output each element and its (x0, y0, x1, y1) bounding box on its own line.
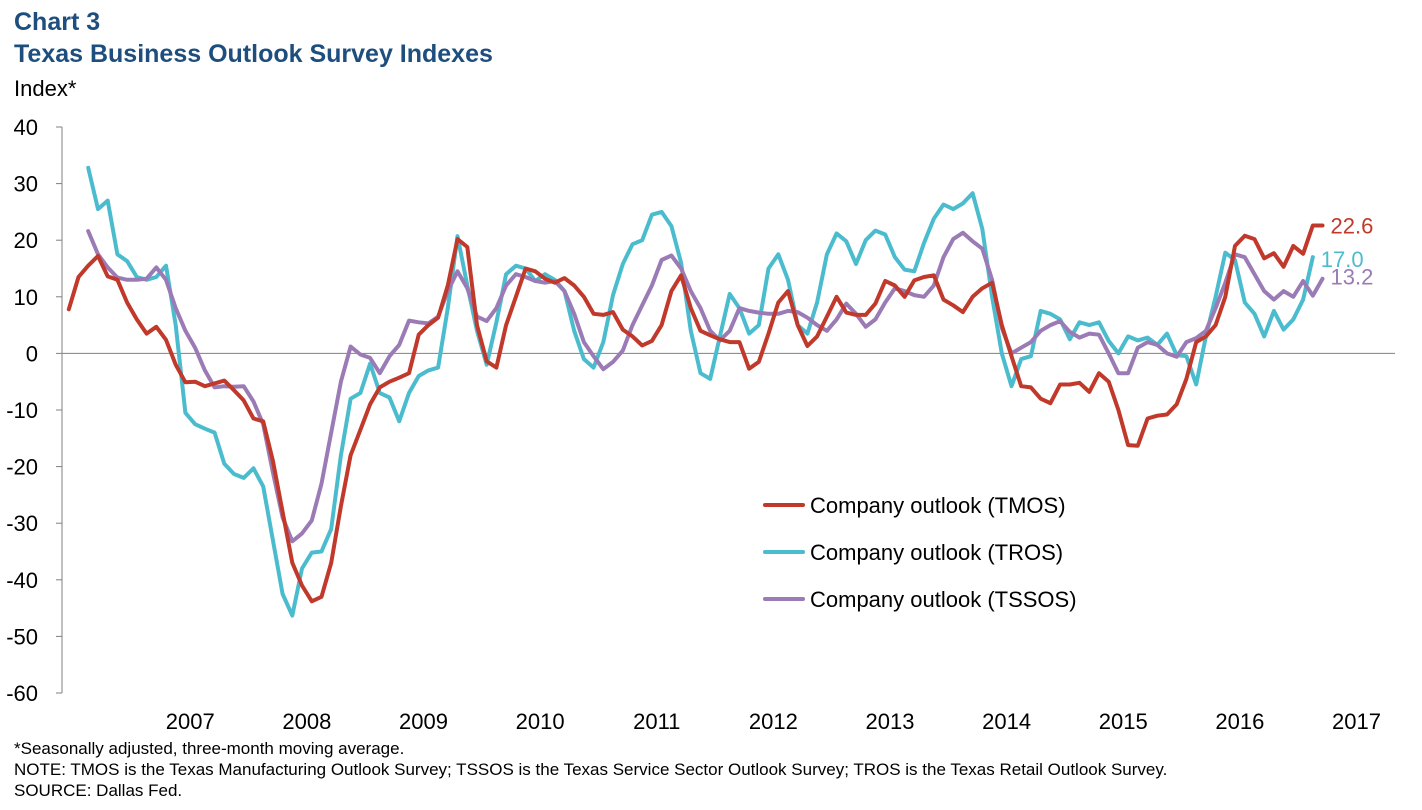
x-tick-label: 2011 (633, 709, 680, 734)
x-tick-label: 2013 (866, 709, 915, 734)
y-tick-label: -60 (6, 681, 38, 706)
x-tick-label: 2009 (399, 709, 448, 734)
x-tick-label: 2008 (282, 709, 331, 734)
y-tick-labels: 40 30 20 10 0 -10 -20 -30 -40 -50 -60 (6, 115, 38, 706)
legend-label: Company outlook (TMOS) (810, 493, 1066, 518)
footnote-note: NOTE: TMOS is the Texas Manufacturing Ou… (14, 760, 1168, 779)
y-tick-label: -40 (6, 568, 38, 593)
y-tick-label: 30 (14, 172, 38, 197)
chart-title: Texas Business Outlook Survey Indexes (14, 40, 493, 68)
chart-number: Chart 3 (14, 8, 101, 36)
series-line-companyoutlooktros (86, 165, 1315, 618)
footnote-adjustment: *Seasonally adjusted, three-month moving… (14, 739, 405, 758)
footnote-source: SOURCE: Dallas Fed. (14, 781, 183, 800)
y-tick-label: -10 (6, 398, 38, 423)
legend-label: Company outlook (TROS) (810, 540, 1063, 565)
series-line-companyoutlooktssos (86, 229, 1325, 544)
end-value-label: 22.6 (1330, 213, 1373, 238)
legend: Company outlook (TMOS) Company outlook (T… (763, 493, 1077, 612)
series-lines (66, 165, 1325, 618)
y-axis-label: Index* (14, 76, 77, 101)
x-tick-label: 2015 (1099, 709, 1148, 734)
end-value-label: 17.0 (1321, 247, 1364, 272)
y-tick-label: 40 (14, 115, 38, 140)
x-tick-labels: 2007 2008 2009 2010 2011 2012 2013 2014 2015 2016… (166, 709, 1381, 734)
x-tick-label: 2010 (516, 709, 565, 734)
footnotes: *Seasonally adjusted, three-month moving… (14, 738, 1167, 801)
series-line-companyoutlooktmos (66, 223, 1325, 604)
x-tick-label: 2014 (982, 709, 1031, 734)
x-tick-label: 2007 (166, 709, 215, 734)
x-tick-label: 2017 (1332, 709, 1381, 734)
chart-heading: Chart 3 Texas Business Outlook Survey In… (14, 6, 493, 70)
y-tick-label: 20 (14, 228, 38, 253)
legend-label: Company outlook (TSSOS) (810, 587, 1077, 612)
x-tick-label: 2012 (749, 709, 798, 734)
end-value-label: 13.2 (1330, 265, 1373, 290)
x-tick-label: 2016 (1215, 709, 1264, 734)
y-tick-label: 10 (14, 285, 38, 310)
y-tick-label: -50 (6, 624, 38, 649)
y-tick-label: 0 (26, 341, 38, 366)
y-tick-label: -20 (6, 455, 38, 480)
end-value-labels: 22.6 17.013.2 (1321, 213, 1374, 289)
y-tick-label: -30 (6, 511, 38, 536)
